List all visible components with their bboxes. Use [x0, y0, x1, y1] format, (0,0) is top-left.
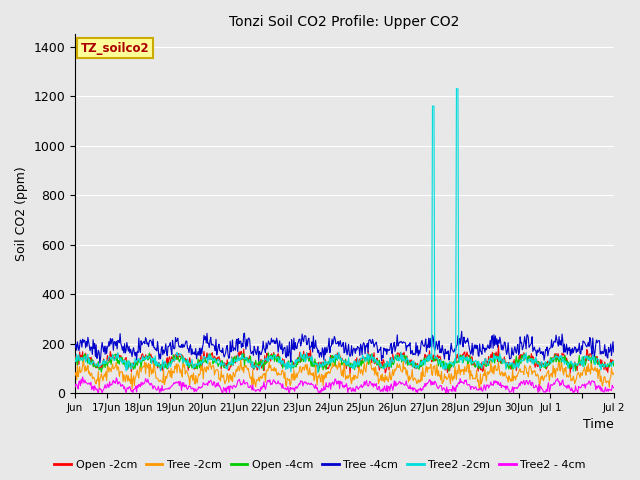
Text: TZ_soilco2: TZ_soilco2: [81, 41, 149, 55]
Y-axis label: Soil CO2 (ppm): Soil CO2 (ppm): [15, 167, 28, 261]
Legend: Open -2cm, Tree -2cm, Open -4cm, Tree -4cm, Tree2 -2cm, Tree2 - 4cm: Open -2cm, Tree -2cm, Open -4cm, Tree -4…: [50, 456, 590, 474]
Title: Tonzi Soil CO2 Profile: Upper CO2: Tonzi Soil CO2 Profile: Upper CO2: [229, 15, 460, 29]
X-axis label: Time: Time: [583, 419, 614, 432]
